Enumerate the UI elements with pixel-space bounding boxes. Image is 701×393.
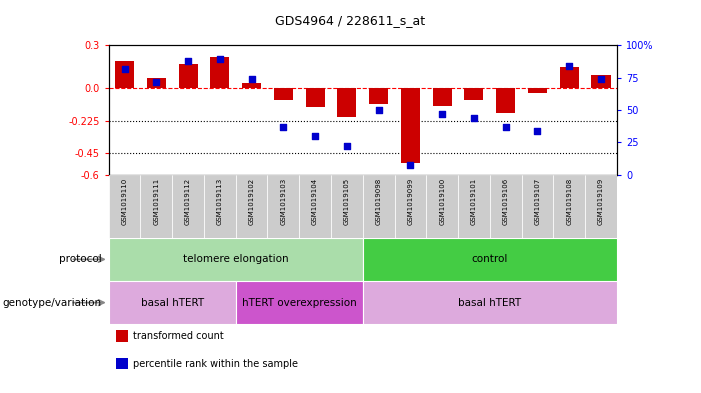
Bar <box>395 175 426 238</box>
Text: GSM1019110: GSM1019110 <box>121 178 128 225</box>
Bar <box>140 175 172 238</box>
Point <box>246 76 257 82</box>
Point <box>404 162 416 168</box>
Bar <box>115 61 134 88</box>
Point <box>500 124 511 130</box>
Text: GDS4964 / 228611_s_at: GDS4964 / 228611_s_at <box>275 14 426 27</box>
Bar <box>236 175 268 238</box>
Bar <box>553 175 585 238</box>
Bar <box>299 175 331 238</box>
Bar <box>369 88 388 104</box>
Point <box>532 128 543 134</box>
Bar <box>528 88 547 93</box>
Text: GSM1019100: GSM1019100 <box>440 178 445 225</box>
Bar <box>331 175 363 238</box>
Point <box>373 107 384 113</box>
Point <box>595 76 606 82</box>
Point <box>310 133 321 139</box>
Bar <box>522 175 553 238</box>
Text: GSM1019105: GSM1019105 <box>344 178 350 225</box>
Text: basal hTERT: basal hTERT <box>141 298 204 308</box>
Bar <box>236 281 363 324</box>
Bar <box>109 175 140 238</box>
Bar <box>306 88 325 107</box>
Bar <box>172 175 204 238</box>
Bar <box>496 88 515 113</box>
Text: genotype/variation: genotype/variation <box>3 298 102 308</box>
Bar <box>585 175 617 238</box>
Bar <box>204 175 236 238</box>
Text: GSM1019098: GSM1019098 <box>376 178 381 225</box>
Bar <box>490 175 522 238</box>
Point <box>151 78 162 84</box>
Bar <box>274 88 293 100</box>
Bar <box>363 238 617 281</box>
Text: GSM1019106: GSM1019106 <box>503 178 509 225</box>
Bar <box>433 88 451 106</box>
Bar <box>242 83 261 88</box>
Bar <box>363 175 395 238</box>
Text: GSM1019109: GSM1019109 <box>598 178 604 225</box>
Point <box>564 63 575 69</box>
Bar <box>337 88 356 117</box>
Text: control: control <box>472 254 508 264</box>
Text: GSM1019111: GSM1019111 <box>154 178 159 225</box>
Text: protocol: protocol <box>59 254 102 264</box>
Bar <box>147 78 166 88</box>
Text: basal hTERT: basal hTERT <box>458 298 522 308</box>
Bar <box>592 75 611 88</box>
Text: GSM1019107: GSM1019107 <box>534 178 540 225</box>
Text: GSM1019101: GSM1019101 <box>471 178 477 225</box>
Text: GSM1019113: GSM1019113 <box>217 178 223 225</box>
Bar <box>465 88 484 100</box>
Bar <box>363 281 617 324</box>
Bar <box>458 175 490 238</box>
Point <box>437 111 448 117</box>
Text: GSM1019099: GSM1019099 <box>407 178 414 225</box>
Point <box>119 65 130 72</box>
Bar <box>426 175 458 238</box>
Bar <box>210 57 229 88</box>
Text: GSM1019108: GSM1019108 <box>566 178 572 225</box>
Text: transformed count: transformed count <box>133 331 224 341</box>
Text: GSM1019104: GSM1019104 <box>312 178 318 225</box>
Bar <box>401 88 420 163</box>
Bar <box>559 67 579 88</box>
Bar <box>109 238 363 281</box>
Text: GSM1019103: GSM1019103 <box>280 178 286 225</box>
Text: telomere elongation: telomere elongation <box>183 254 289 264</box>
Point <box>182 58 193 64</box>
Bar <box>109 281 236 324</box>
Text: GSM1019112: GSM1019112 <box>185 178 191 225</box>
Point <box>468 115 479 121</box>
Text: hTERT overexpression: hTERT overexpression <box>242 298 357 308</box>
Bar <box>179 64 198 88</box>
Point <box>278 124 289 130</box>
Bar <box>268 175 299 238</box>
Text: GSM1019102: GSM1019102 <box>249 178 254 225</box>
Text: percentile rank within the sample: percentile rank within the sample <box>133 358 298 369</box>
Point <box>215 56 226 62</box>
Point <box>341 143 353 149</box>
